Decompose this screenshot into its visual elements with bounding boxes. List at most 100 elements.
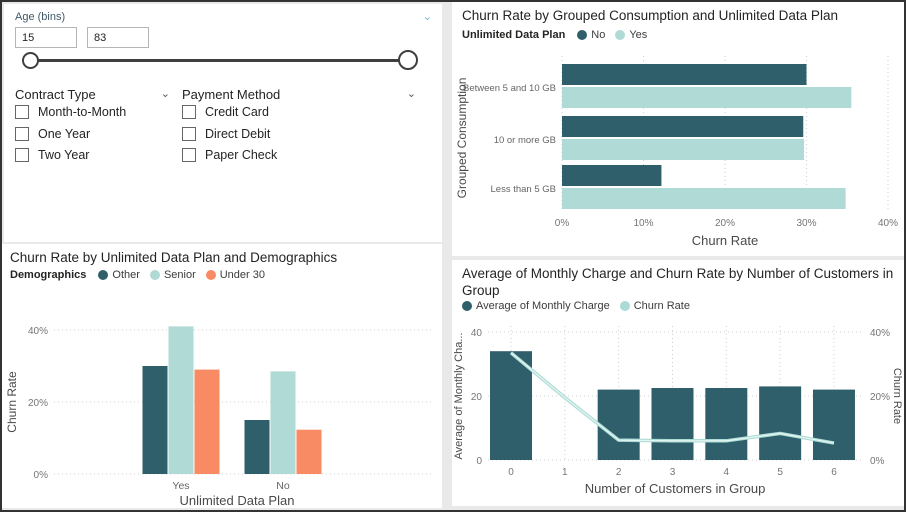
chevron-down-icon[interactable]: ⌄	[422, 10, 432, 23]
bar[interactable]	[562, 139, 805, 160]
legend-label: Other	[112, 269, 140, 281]
legend-dot-icon	[462, 301, 472, 311]
x-tick-label: 0	[508, 467, 514, 478]
y-category-label: Less than 5 GB	[491, 184, 556, 195]
legend-item[interactable]: Churn Rate	[619, 300, 690, 312]
slider-track[interactable]	[30, 59, 404, 62]
chart-title: Average of Monthly Charge and Churn Rate…	[462, 266, 894, 299]
legend-label: Average of Monthly Charge	[476, 300, 610, 312]
age-slicer-title: Age (bins)	[15, 11, 66, 23]
legend-label: Senior	[163, 269, 196, 281]
bar[interactable]	[562, 87, 852, 108]
y-axis-title-right: Churn Rate	[891, 368, 902, 424]
y-axis-title: Grouped Consumption	[455, 78, 469, 199]
legend-dot-icon	[577, 30, 588, 40]
payment-method-title: Payment Method	[182, 87, 281, 102]
checkbox-direct-debit[interactable]: Direct Debit	[182, 127, 270, 141]
bar[interactable]	[759, 386, 802, 460]
filter-panel: Age (bins) ⌄ Contract Type ⌄ Month-to-Mo…	[4, 4, 442, 242]
slider-handle-min[interactable]	[22, 52, 39, 69]
checkbox-label: Paper Check	[205, 148, 278, 162]
y-tick-label-right: 20%	[870, 392, 890, 403]
x-category-label: No	[276, 480, 290, 492]
bar[interactable]	[812, 389, 855, 460]
legend: Demographics Other Senior Under 30	[10, 269, 265, 281]
y-category-label: 10 or more GB	[494, 135, 556, 146]
bar[interactable]	[562, 64, 807, 85]
legend-label: Churn Rate	[633, 300, 690, 312]
checkbox-icon[interactable]	[182, 148, 196, 162]
legend-label: Yes	[629, 29, 648, 41]
age-range-slider[interactable]	[18, 48, 418, 72]
legend: Unlimited Data Plan No Yes	[462, 29, 647, 41]
age-slicer-header: Age (bins) ⌄	[15, 11, 432, 23]
checkbox-label: Two Year	[38, 148, 90, 162]
x-tick-label: 30%	[796, 218, 816, 229]
checkbox-two-year[interactable]: Two Year	[15, 148, 89, 162]
age-range-inputs	[15, 27, 149, 48]
y-tick-label-left: 20	[471, 392, 483, 403]
checkbox-icon[interactable]	[182, 105, 196, 119]
bar[interactable]	[296, 429, 322, 474]
checkbox-icon[interactable]	[182, 127, 196, 141]
x-tick-label: 3	[670, 467, 676, 478]
line-series-highlight	[510, 352, 835, 444]
bar[interactable]	[705, 388, 748, 460]
x-tick-label: 2	[616, 467, 622, 478]
x-tick-label: 40%	[878, 218, 898, 229]
legend-dot-icon	[205, 270, 216, 280]
chart-charge-churn-by-group: Average of Monthly Charge and Churn Rate…	[452, 260, 904, 506]
age-min-input[interactable]	[15, 27, 77, 48]
bar[interactable]	[562, 116, 804, 137]
bar[interactable]	[168, 326, 194, 474]
x-tick-label: 4	[724, 467, 730, 478]
y-tick-label-right: 0%	[870, 456, 885, 467]
x-axis-title: Number of Customers in Group	[585, 481, 766, 496]
legend-item[interactable]: Yes	[615, 29, 647, 41]
x-axis-title: Unlimited Data Plan	[180, 493, 295, 508]
y-category-label: Between 5 and 10 GB	[463, 83, 556, 94]
bar[interactable]	[244, 420, 270, 474]
checkbox-month-to-month[interactable]: Month-to-Month	[15, 105, 126, 119]
legend-dot-icon	[619, 301, 630, 311]
y-tick-label: 0%	[34, 470, 49, 481]
legend-item[interactable]: Under 30	[205, 269, 265, 281]
x-category-label: Yes	[172, 480, 189, 492]
y-tick-label-left: 40	[471, 328, 483, 339]
slider-handle-max[interactable]	[398, 50, 418, 70]
legend-label: Under 30	[219, 269, 265, 281]
checkbox-paper-check[interactable]: Paper Check	[182, 148, 277, 162]
y-tick-label-right: 40%	[870, 328, 890, 339]
y-tick-label-left: 0	[476, 456, 482, 467]
checkbox-icon[interactable]	[15, 127, 29, 141]
bar[interactable]	[490, 351, 532, 460]
chart-title: Churn Rate by Unlimited Data Plan and De…	[10, 250, 338, 265]
legend-title: Demographics	[10, 269, 87, 281]
x-tick-label: 1	[562, 467, 568, 478]
bar[interactable]	[597, 389, 640, 460]
bar[interactable]	[562, 165, 662, 186]
checkbox-label: Direct Debit	[205, 127, 271, 141]
x-tick-label: 10%	[633, 218, 653, 229]
checkbox-label: Credit Card	[205, 105, 269, 119]
bar[interactable]	[270, 371, 296, 474]
checkbox-one-year[interactable]: One Year	[15, 127, 90, 141]
chevron-down-icon[interactable]: ⌄	[160, 88, 170, 100]
chevron-down-icon[interactable]: ⌄	[406, 88, 416, 100]
checkbox-credit-card[interactable]: Credit Card	[182, 105, 269, 119]
legend-item[interactable]: Senior	[149, 269, 196, 281]
age-max-input[interactable]	[87, 27, 149, 48]
legend-item[interactable]: Average of Monthly Charge	[462, 300, 610, 312]
y-axis-title: Churn Rate	[5, 371, 19, 433]
bar[interactable]	[142, 366, 168, 474]
y-tick-label: 40%	[28, 326, 48, 337]
checkbox-icon[interactable]	[15, 148, 29, 162]
legend-dot-icon	[615, 30, 626, 40]
checkbox-icon[interactable]	[15, 105, 29, 119]
legend-item[interactable]: Other	[98, 269, 140, 281]
checkbox-label: Month-to-Month	[38, 105, 127, 119]
bar[interactable]	[562, 188, 846, 209]
legend-item[interactable]: No	[577, 29, 605, 41]
bar[interactable]	[651, 388, 694, 460]
bar[interactable]	[194, 369, 220, 474]
